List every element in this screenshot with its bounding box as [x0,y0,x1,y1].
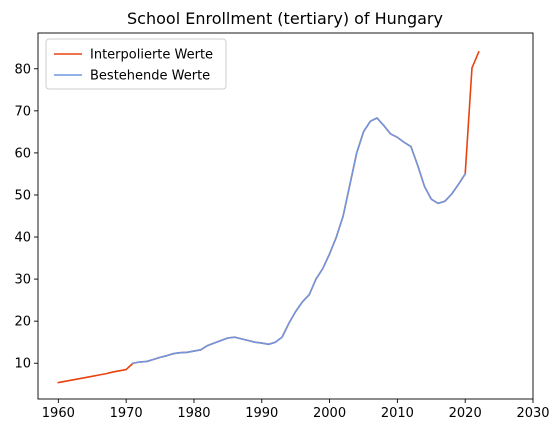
y-tick-label: 80 [14,62,31,77]
x-tick-label: 1980 [177,406,210,421]
x-tick-label: 1990 [245,406,278,421]
legend: Interpolierte Werte Bestehende Werte [45,38,227,90]
series-layer [57,50,480,384]
x-tick-label: 2020 [449,406,482,421]
y-tick-label: 30 [14,273,31,288]
y-tick-label: 10 [14,357,31,372]
x-tick-label: 1970 [110,406,143,421]
y-tick-label: 40 [14,231,31,246]
x-tick-label: 2030 [516,406,549,421]
x-tick-label: 2010 [381,406,414,421]
y-tick-label: 60 [14,146,31,161]
y-tick-label: 50 [14,188,31,203]
axes-layer: 1960 1970 1980 1990 2000 2010 2020 203010203040… [14,32,550,421]
x-tick-label: 2000 [313,406,346,421]
y-tick-label: 70 [14,104,31,119]
plot-frame [37,32,534,400]
legend-box [45,38,227,90]
legend-label-1: Bestehende Werte [90,69,210,84]
y-tick-label: 20 [14,315,31,330]
legend-label-0: Interpolierte Werte [90,48,213,63]
series-line-1 [131,117,467,365]
x-tick-label: 1960 [42,406,75,421]
chart-title: School Enrollment (tertiary) of Hungary [127,9,443,28]
